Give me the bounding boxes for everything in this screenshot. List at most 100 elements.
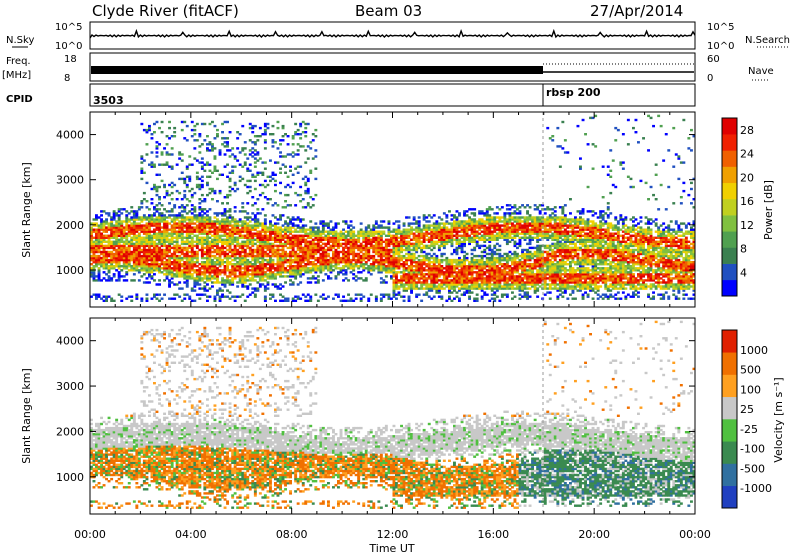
- echo-cell: [286, 153, 290, 156]
- echo-cell: [279, 230, 282, 233]
- echo-cell: [324, 244, 328, 248]
- echo-cell: [319, 248, 323, 252]
- echo-cell: [231, 169, 235, 172]
- echo-cell: [261, 265, 265, 268]
- echo-cell: [150, 236, 154, 239]
- echo-cell: [407, 216, 411, 219]
- echo-cell: [425, 254, 429, 258]
- echo-cell: [299, 265, 303, 268]
- echo-cell: [165, 236, 169, 239]
- echo-cell: [110, 252, 114, 256]
- echo-cell: [337, 240, 340, 243]
- echo-cell: [279, 226, 282, 229]
- freq-panel-frame: [89, 52, 696, 82]
- echo-cell: [448, 271, 451, 274]
- echo-cell: [410, 281, 413, 284]
- echo-cell: [107, 265, 111, 268]
- echo-cell: [347, 242, 350, 246]
- echo-cell: [213, 271, 217, 274]
- echo-cell: [372, 230, 376, 233]
- echo-cell: [246, 179, 250, 183]
- echo-cell: [379, 240, 383, 243]
- echo-cell: [304, 228, 308, 231]
- echo-cell: [231, 171, 235, 174]
- echo-cell: [470, 222, 474, 225]
- echo-cell: [490, 261, 494, 264]
- echo-cell: [299, 238, 303, 241]
- echo-cell: [397, 258, 401, 262]
- echo-cell: [253, 269, 257, 272]
- echo-cell: [334, 222, 338, 225]
- echo-cell: [183, 248, 187, 252]
- echo-cell: [206, 218, 209, 221]
- echo-cell: [435, 289, 439, 292]
- echo-cell: [153, 246, 156, 250]
- echo-cell: [437, 222, 441, 225]
- echo-cell: [246, 269, 250, 272]
- echo-cell: [314, 271, 318, 274]
- echo-cell: [170, 281, 174, 284]
- echo-cell: [193, 191, 197, 195]
- echo-cell: [470, 291, 474, 294]
- echo-cell: [349, 244, 353, 248]
- echo-cell: [120, 250, 124, 254]
- echo-cell: [440, 287, 444, 290]
- echo-cell: [223, 165, 227, 168]
- echo-cell: [291, 240, 295, 243]
- echo-cell: [427, 275, 431, 278]
- echo-cell: [442, 212, 446, 215]
- echo-cell: [190, 289, 194, 292]
- echo-cell: [354, 275, 358, 278]
- echo-cell: [339, 242, 343, 246]
- echo-cell: [488, 240, 492, 243]
- echo-cell: [463, 254, 466, 258]
- echo-cell: [453, 283, 456, 286]
- echo-cell: [193, 139, 197, 142]
- echo-cell: [195, 171, 199, 174]
- echo-cell: [246, 295, 250, 298]
- echo-cell: [488, 226, 492, 229]
- echo-cell: [410, 289, 413, 292]
- echo-cell: [241, 124, 245, 128]
- echo-cell: [185, 204, 189, 207]
- echo-cell: [198, 293, 202, 296]
- echo-cell: [142, 244, 146, 248]
- echo-cell: [258, 263, 262, 266]
- echo-cell: [316, 261, 320, 264]
- echo-cell: [422, 283, 426, 286]
- echo-cell: [148, 128, 151, 132]
- echo-cell: [190, 230, 194, 233]
- echo-cell: [430, 240, 434, 243]
- echo-cell: [448, 258, 451, 262]
- echo-cell: [218, 263, 222, 266]
- echo-cell: [478, 287, 482, 290]
- echo-cell: [384, 246, 388, 250]
- echo-cell: [299, 234, 303, 237]
- echo-cell: [437, 236, 441, 239]
- echo-cell: [233, 248, 237, 252]
- echo-cell: [163, 185, 166, 189]
- echo-cell: [387, 232, 391, 235]
- echo-cell: [337, 252, 340, 256]
- echo-cell: [160, 131, 164, 134]
- echo-cell: [445, 285, 449, 288]
- echo-cell: [117, 273, 121, 276]
- echo-cell: [276, 236, 280, 239]
- echo-cell: [269, 248, 272, 252]
- echo-cell: [117, 254, 121, 258]
- echo-cell: [274, 250, 277, 254]
- echo-cell: [357, 232, 361, 235]
- echo-cell: [377, 250, 381, 254]
- echo-cell: [125, 267, 129, 270]
- echo-cell: [299, 218, 303, 221]
- echo-cell: [203, 122, 207, 126]
- echo-cell: [221, 261, 224, 264]
- echo-cell: [437, 275, 441, 278]
- echo-cell: [337, 234, 340, 237]
- echo-cell: [206, 248, 209, 252]
- echo-cell: [450, 281, 454, 284]
- echo-cell: [241, 230, 245, 233]
- echo-cell: [263, 285, 267, 288]
- echo-cell: [142, 242, 146, 246]
- echo-cell: [170, 246, 174, 250]
